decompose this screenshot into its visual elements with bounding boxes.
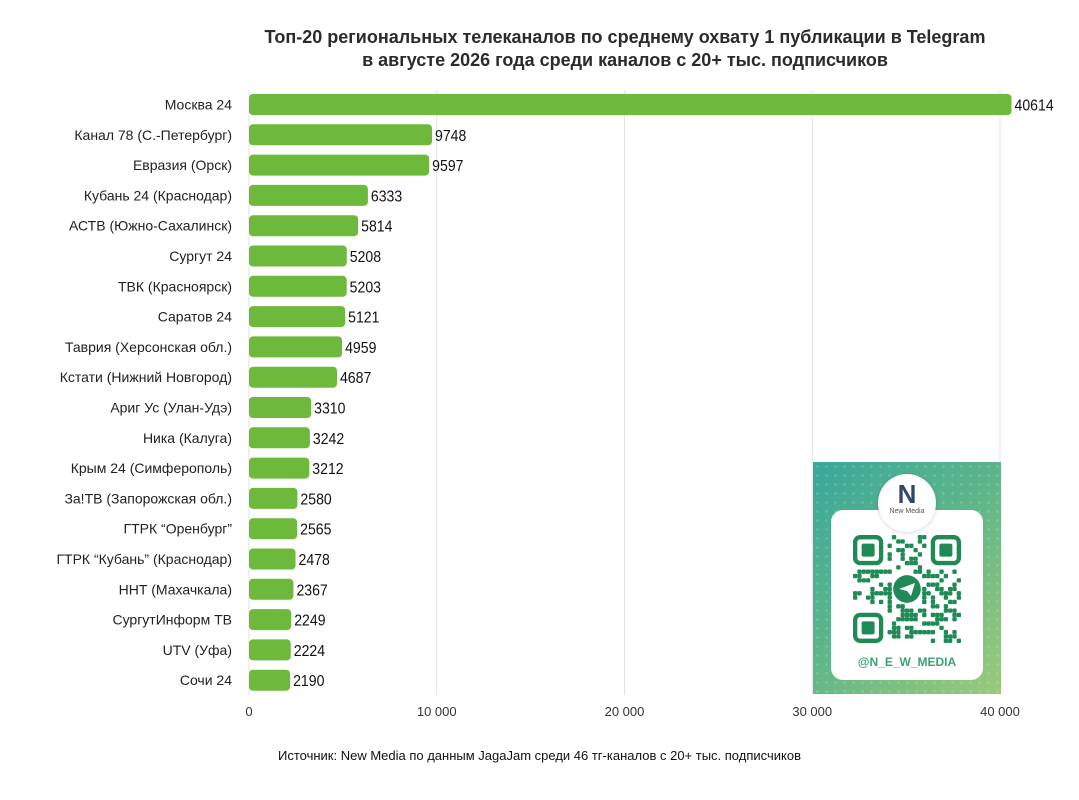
bar — [249, 94, 1012, 115]
bar — [249, 487, 298, 509]
bar — [249, 154, 430, 176]
value-label: 5121 — [348, 309, 379, 327]
chart-title-line-2: в августе 2026 года среди каналов с 20+ … — [362, 50, 888, 70]
bar — [249, 306, 346, 328]
chart-title: Топ-20 региональных телеканалов по средн… — [200, 26, 1050, 72]
value-label: 9597 — [432, 157, 463, 175]
category-label: Евразия (Орск) — [133, 157, 232, 173]
bar — [249, 184, 368, 206]
category-label: ННТ (Махачкала) — [119, 581, 232, 597]
category-label: Таврия (Херсонская обл.) — [65, 339, 232, 355]
bar — [249, 366, 337, 388]
qr-code-icon — [853, 535, 961, 643]
new-media-logo: N New Media — [878, 474, 936, 532]
logo-text: New Media — [889, 508, 925, 515]
x-tick-label: 10 000 — [417, 704, 457, 719]
bar-chart: Москва 24 Канал 78 (С.-Петербург) Евразия … — [56, 90, 1054, 719]
category-label: АСТВ (Южно-Сахалинск) — [69, 218, 232, 234]
promo-card: @N_E_W_MEDIA — [831, 510, 983, 680]
category-label: Сургут 24 — [169, 248, 232, 264]
source-note: Источник: New Media по данным JagaJam ср… — [277, 748, 801, 763]
value-label: 9748 — [435, 127, 466, 145]
value-label: 3242 — [313, 430, 344, 448]
value-label: 3310 — [314, 400, 345, 418]
value-label: 3212 — [312, 460, 343, 478]
category-label: ГТРК “Оренбург” — [124, 521, 233, 537]
value-label: 5203 — [350, 278, 381, 296]
bar — [249, 518, 298, 540]
value-label: 2367 — [296, 581, 327, 599]
value-label: 4687 — [340, 369, 371, 387]
category-labels: Москва 24 Канал 78 (С.-Петербург) Евразия … — [56, 97, 232, 689]
category-label: UTV (Уфа) — [163, 642, 232, 658]
bar — [249, 336, 343, 358]
bar — [249, 578, 294, 600]
bar — [249, 639, 291, 661]
value-label: 5208 — [350, 248, 381, 266]
value-label: 2249 — [294, 612, 325, 630]
promo-panel: @N_E_W_MEDIA N New Media — [813, 462, 1001, 694]
category-label: СургутИнформ ТВ — [112, 612, 232, 628]
x-tick-label: 20 000 — [605, 704, 645, 719]
value-label: 2565 — [300, 521, 331, 539]
bar — [249, 245, 347, 267]
bar — [249, 275, 347, 297]
value-label: 4959 — [345, 339, 376, 357]
bar — [249, 669, 291, 691]
x-tick-label: 30 000 — [792, 704, 832, 719]
value-label: 2224 — [294, 642, 325, 660]
chart-title-line-1: Топ-20 региональных телеканалов по средн… — [264, 27, 986, 47]
bar — [249, 427, 310, 449]
category-label: Ариг Ус (Улан-Удэ) — [110, 400, 232, 416]
category-label: Кубань 24 (Краснодар) — [84, 187, 232, 203]
category-label: ГТРК “Кубань” (Краснодар) — [56, 551, 232, 567]
value-labels: 40614 9748 9597 6333 5814 5208 5203 5121 4959 468… — [293, 97, 1054, 691]
bar — [249, 548, 296, 570]
category-label: Канал 78 (С.-Петербург) — [74, 127, 232, 143]
category-label: Сочи 24 — [180, 672, 232, 688]
bars — [249, 94, 1012, 691]
value-label: 2190 — [293, 672, 324, 690]
bar — [249, 609, 292, 631]
value-label: 40614 — [1015, 97, 1054, 115]
category-label: Саратов 24 — [158, 309, 232, 325]
x-axis-ticks: 0 10 000 20 000 30 000 40 000 — [245, 704, 1020, 719]
category-label: Ника (Калуга) — [143, 430, 232, 446]
category-label: Кстати (Нижний Новгород) — [60, 369, 232, 385]
value-label: 5814 — [361, 218, 392, 236]
category-label: За!ТВ (Запорожская обл.) — [64, 490, 232, 506]
x-tick-label: 0 — [245, 704, 252, 719]
category-label: ТВК (Красноярск) — [118, 278, 232, 294]
bar — [249, 457, 310, 479]
category-label: Крым 24 (Симферополь) — [71, 460, 232, 476]
bar — [249, 124, 433, 146]
x-tick-label: 40 000 — [980, 704, 1020, 719]
logo-letter: N — [897, 479, 917, 509]
promo-handle[interactable]: @N_E_W_MEDIA — [857, 655, 957, 669]
value-label: 2478 — [299, 551, 330, 569]
value-label: 6333 — [371, 188, 402, 206]
bar — [249, 215, 359, 237]
value-label: 2580 — [300, 491, 331, 509]
bar — [249, 397, 312, 418]
category-label: Москва 24 — [165, 97, 232, 113]
